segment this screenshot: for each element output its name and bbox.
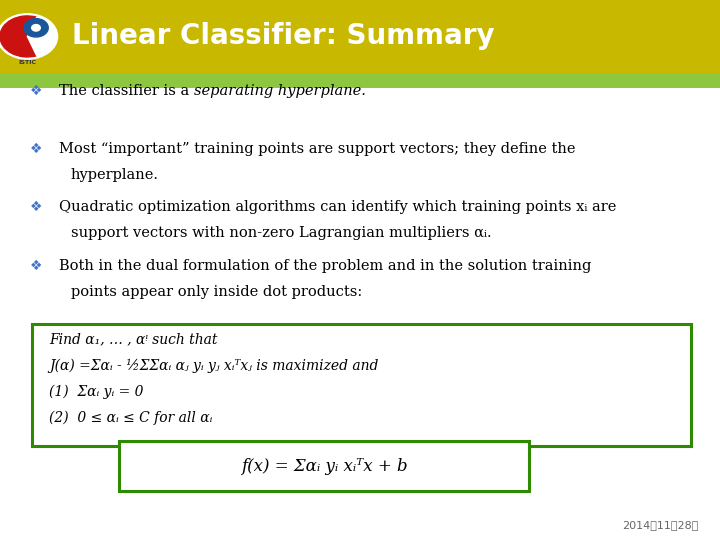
Wedge shape [27, 17, 55, 56]
Text: support vectors with non-zero Lagrangian multipliers αᵢ.: support vectors with non-zero Lagrangian… [71, 226, 491, 240]
Text: hyperplane.: hyperplane. [71, 168, 158, 182]
Text: (2)  0 ≤ αᵢ ≤ C for all αᵢ: (2) 0 ≤ αᵢ ≤ C for all αᵢ [49, 410, 212, 425]
Text: ISTIC: ISTIC [19, 60, 36, 65]
FancyBboxPatch shape [32, 324, 691, 446]
Text: points appear only inside dot products:: points appear only inside dot products: [71, 285, 362, 299]
Text: Both in the dual formulation of the problem and in the solution training: Both in the dual formulation of the prob… [59, 259, 591, 273]
Bar [0, 73, 720, 88]
Text: Most “important” training points are support vectors; they define the: Most “important” training points are sup… [59, 142, 575, 156]
Text: ❖: ❖ [30, 259, 42, 273]
Circle shape [0, 14, 58, 59]
Bar [0, 0, 720, 73]
Text: 2014年11月28日: 2014年11月28日 [622, 520, 698, 530]
FancyBboxPatch shape [119, 441, 529, 491]
Text: separating hyperplane.: separating hyperplane. [194, 84, 366, 98]
Text: f(x) = Σαᵢ yᵢ xᵢᵀx + b: f(x) = Σαᵢ yᵢ xᵢᵀx + b [240, 457, 408, 475]
Text: The classifier is a: The classifier is a [59, 84, 194, 98]
Text: ❖: ❖ [30, 200, 42, 214]
Text: (1)  Σαᵢ yᵢ = 0: (1) Σαᵢ yᵢ = 0 [49, 384, 143, 399]
Circle shape [32, 24, 40, 31]
Circle shape [24, 18, 48, 37]
Text: Linear Classifier: Summary: Linear Classifier: Summary [72, 23, 495, 50]
Text: ❖: ❖ [30, 142, 42, 156]
Text: Quadratic optimization algorithms can identify which training points xᵢ are: Quadratic optimization algorithms can id… [59, 200, 616, 214]
Text: Find α₁, … , αᵎ such that: Find α₁, … , αᵎ such that [49, 333, 217, 347]
Text: J(α) =Σαᵢ - ½ΣΣαᵢ αⱼ yᵢ yⱼ xᵢᵀxⱼ is maximized and: J(α) =Σαᵢ - ½ΣΣαᵢ αⱼ yᵢ yⱼ xᵢᵀxⱼ is maxi… [49, 359, 378, 373]
Text: ❖: ❖ [30, 84, 42, 98]
Wedge shape [0, 16, 37, 57]
